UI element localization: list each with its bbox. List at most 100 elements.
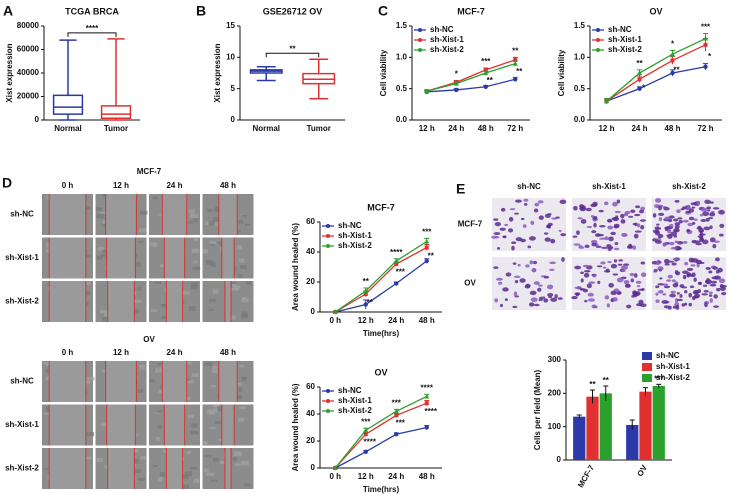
y-tick-label: 20000 bbox=[17, 92, 40, 101]
texture bbox=[241, 298, 249, 303]
cell bbox=[702, 284, 708, 287]
line bbox=[335, 260, 428, 313]
cell bbox=[612, 297, 618, 302]
texture bbox=[95, 207, 103, 211]
cell bbox=[638, 299, 644, 305]
cell bbox=[560, 233, 567, 237]
chart-title: OV bbox=[374, 367, 387, 377]
cell bbox=[591, 242, 597, 247]
texture bbox=[217, 406, 222, 412]
texture bbox=[137, 389, 144, 393]
box bbox=[100, 105, 132, 119]
cell bbox=[496, 277, 503, 281]
cell bbox=[614, 242, 619, 246]
cell bbox=[679, 284, 685, 288]
texture bbox=[204, 362, 213, 366]
cell bbox=[693, 218, 698, 221]
row-label: sh-Xist-2 bbox=[5, 297, 39, 306]
cell bbox=[612, 273, 619, 276]
cell bbox=[588, 281, 596, 284]
cell bbox=[701, 293, 708, 296]
cell bbox=[571, 295, 578, 300]
y-axis-label: Xist expression bbox=[5, 43, 14, 102]
texture bbox=[207, 409, 215, 414]
texture bbox=[238, 417, 245, 422]
cell bbox=[529, 260, 534, 265]
cell bbox=[652, 213, 657, 218]
cell bbox=[591, 239, 598, 244]
x-axis-label: Time(hrs) bbox=[363, 485, 400, 494]
panel-label: C bbox=[378, 3, 388, 19]
texture bbox=[245, 281, 252, 285]
cell bbox=[654, 240, 662, 244]
cell bbox=[508, 228, 514, 233]
cell bbox=[718, 233, 724, 237]
legend-marker bbox=[596, 38, 600, 42]
texture bbox=[157, 476, 163, 482]
texture bbox=[100, 211, 107, 214]
texture bbox=[101, 223, 109, 227]
cell bbox=[670, 246, 678, 250]
cell bbox=[721, 291, 727, 296]
texture bbox=[212, 404, 220, 408]
marker bbox=[424, 258, 429, 264]
cell bbox=[658, 217, 663, 222]
significance: ** bbox=[367, 298, 374, 307]
cell bbox=[684, 302, 688, 306]
cell bbox=[698, 261, 705, 265]
x-tick-label: 72 h bbox=[507, 124, 523, 133]
cell bbox=[580, 218, 587, 224]
cell bbox=[598, 209, 604, 213]
cell bbox=[587, 298, 595, 302]
cell bbox=[604, 236, 609, 241]
cell bbox=[624, 210, 631, 215]
cell bbox=[708, 291, 713, 294]
cell bbox=[658, 205, 662, 211]
cell bbox=[636, 303, 642, 307]
texture bbox=[240, 265, 247, 269]
cell bbox=[675, 304, 680, 310]
cell bbox=[704, 302, 708, 308]
y-tick-label: 0.5 bbox=[396, 84, 408, 93]
cell bbox=[580, 278, 584, 283]
cell bbox=[658, 290, 664, 294]
texture bbox=[212, 289, 219, 295]
cell bbox=[709, 237, 716, 243]
cell bbox=[513, 275, 521, 278]
significance: **** bbox=[425, 407, 438, 416]
texture bbox=[217, 241, 225, 244]
cell bbox=[602, 266, 607, 269]
cell bbox=[709, 298, 713, 303]
texture bbox=[238, 388, 243, 393]
cell bbox=[692, 289, 700, 295]
marker bbox=[483, 67, 488, 72]
cell bbox=[673, 235, 678, 238]
line bbox=[606, 44, 706, 102]
texture bbox=[209, 426, 216, 429]
texture bbox=[96, 458, 103, 463]
cell bbox=[719, 284, 724, 288]
y-tick-label: 80000 bbox=[17, 21, 40, 30]
column-label: 12 h bbox=[113, 181, 129, 190]
texture bbox=[242, 296, 247, 300]
texture bbox=[211, 370, 218, 373]
cell bbox=[638, 209, 645, 214]
significance: **** bbox=[364, 437, 377, 446]
cell bbox=[689, 285, 695, 289]
texture bbox=[158, 213, 164, 216]
line bbox=[426, 62, 516, 92]
cell bbox=[635, 205, 641, 209]
cell bbox=[669, 223, 674, 228]
texture bbox=[239, 258, 245, 263]
marker bbox=[393, 408, 399, 414]
cell bbox=[494, 298, 498, 303]
cell bbox=[546, 284, 554, 290]
cell bbox=[608, 282, 614, 288]
cell bbox=[544, 237, 551, 242]
row-label: sh-Xist-2 bbox=[5, 464, 39, 473]
texture bbox=[132, 470, 141, 474]
texture bbox=[134, 458, 139, 464]
texture bbox=[212, 217, 221, 223]
cell bbox=[718, 209, 725, 215]
cell bbox=[509, 208, 516, 211]
